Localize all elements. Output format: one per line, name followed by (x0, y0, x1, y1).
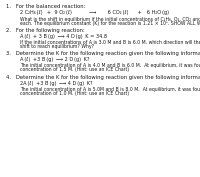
Text: The initial concentration of A is 4.0 M and B is 6.0 M.  At equilibrium, it was : The initial concentration of A is 4.0 M … (20, 63, 200, 68)
Text: 2 C₂H₆ (ℓ)   +  9 O₂ (ℓ)           ⟶       6 CO₂ (ℓ)      +   6 H₂O (g): 2 C₂H₆ (ℓ) + 9 O₂ (ℓ) ⟶ 6 CO₂ (ℓ) + 6 H₂… (20, 10, 169, 15)
Text: shift to reach equilibrium? Why?: shift to reach equilibrium? Why? (20, 44, 94, 49)
Text: 2A (ℓ)  +3 B (g)  ⟶ 4 D (g)  K?: 2A (ℓ) +3 B (g) ⟶ 4 D (g) K? (20, 81, 93, 86)
Text: 1.   For the balanced reaction:: 1. For the balanced reaction: (6, 4, 85, 8)
Text: A (ℓ)  + 3 B (g)  ⟶ 4 D (g)  K = 34.8: A (ℓ) + 3 B (g) ⟶ 4 D (g) K = 34.8 (20, 34, 107, 39)
Text: 2.   For the following reaction:: 2. For the following reaction: (6, 28, 85, 33)
Text: What is the shift in equilibrium if the initial concentrations of C₂H₆, O₂, CO₂ : What is the shift in equilibrium if the … (20, 17, 200, 22)
Text: 3.   Determine the K for the following reaction given the following information:: 3. Determine the K for the following rea… (6, 51, 200, 56)
Text: If the initial concentrations of A is 3.0 M and B is 6.0 M, which direction will: If the initial concentrations of A is 3.… (20, 40, 200, 45)
Text: concentration of 1.5 M. (Hint: use an ICE Chart): concentration of 1.5 M. (Hint: use an IC… (20, 67, 129, 72)
Text: A (ℓ)  +3 B (g)  ⟶ 2 D (g)  K?: A (ℓ) +3 B (g) ⟶ 2 D (g) K? (20, 57, 90, 62)
Text: 4.   Determine the K for the following reaction given the following information:: 4. Determine the K for the following rea… (6, 75, 200, 80)
Text: The initial concentration of A is 5.0M and B is 8.0 M.  At equilibrium, it was f: The initial concentration of A is 5.0M a… (20, 87, 200, 92)
Text: each. The equilibrium constant (K) for the reaction is 1.21 × 10³. SHOW ALL WORK: each. The equilibrium constant (K) for t… (20, 21, 200, 26)
Text: concentration of 1.0 M. (Hint: use an ICE Chart): concentration of 1.0 M. (Hint: use an IC… (20, 91, 129, 96)
